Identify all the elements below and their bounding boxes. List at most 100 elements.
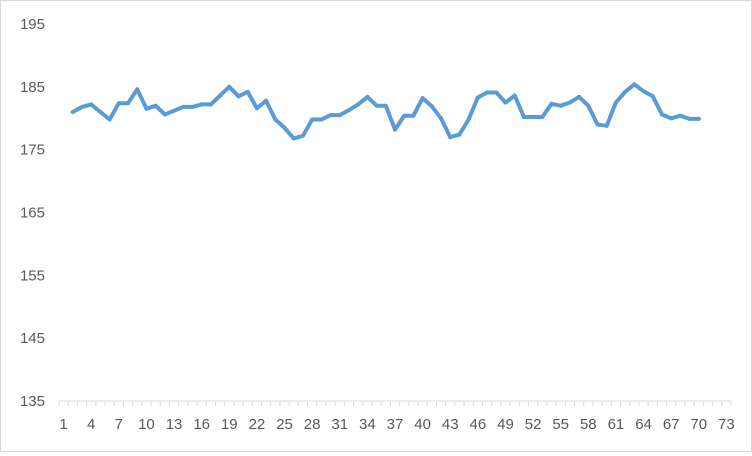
x-tick-label-13: 40: [414, 416, 431, 433]
series-line-0: [70, 82, 701, 141]
x-tick-label-20: 61: [608, 416, 625, 433]
data-point-0-18: [236, 94, 241, 99]
data-point-0-47: [503, 100, 508, 105]
data-point-0-34: [383, 103, 388, 108]
x-tick-label-7: 22: [249, 416, 266, 433]
data-point-0-17: [227, 84, 232, 89]
data-point-0-37: [411, 113, 416, 118]
y-tick-label-3: 165: [20, 205, 45, 222]
data-point-0-4: [107, 117, 112, 122]
x-tick-label-19: 58: [580, 416, 597, 433]
data-point-0-46: [494, 90, 499, 95]
data-point-0-49: [521, 115, 526, 119]
data-point-0-26: [310, 117, 315, 122]
y-tick-label-6: 195: [20, 16, 45, 33]
data-point-0-24: [291, 136, 296, 141]
data-point-0-52: [549, 101, 554, 106]
data-point-0-38: [420, 96, 425, 101]
data-point-0-39: [429, 104, 434, 109]
data-point-0-43: [466, 117, 471, 122]
x-tick-label-21: 64: [635, 416, 652, 433]
data-point-0-0: [70, 110, 75, 114]
x-axis: [58, 400, 732, 406]
data-point-0-59: [613, 100, 618, 105]
x-tick-label-5: 16: [193, 416, 210, 433]
x-tick-label-8: 25: [276, 416, 293, 433]
x-tick-label-6: 19: [221, 416, 238, 433]
data-point-0-51: [540, 115, 545, 119]
x-tick-label-23: 70: [690, 416, 707, 433]
data-point-0-53: [558, 103, 563, 108]
data-point-0-5: [116, 101, 121, 106]
data-point-0-45: [485, 90, 490, 95]
data-point-0-48: [512, 93, 517, 98]
data-point-0-31: [356, 102, 361, 107]
data-point-0-60: [623, 89, 628, 94]
y-tick-label-2: 155: [20, 267, 45, 284]
x-tick-label-2: 7: [115, 416, 123, 433]
data-point-0-55: [577, 94, 582, 99]
data-point-0-15: [208, 102, 213, 107]
x-tick-label-11: 34: [359, 416, 376, 433]
y-tick-label-0: 135: [20, 393, 45, 410]
x-tick-label-10: 31: [331, 416, 348, 433]
series-layer: [70, 82, 701, 141]
y-tick-label-5: 185: [20, 79, 45, 96]
x-tick-label-22: 67: [663, 416, 680, 433]
x-tick-label-17: 52: [525, 416, 542, 433]
data-point-0-36: [402, 113, 407, 118]
data-point-0-65: [669, 116, 674, 121]
y-tick-label-4: 175: [20, 142, 45, 159]
x-tick-label-9: 28: [304, 416, 321, 433]
data-point-0-19: [245, 89, 250, 94]
data-point-0-25: [300, 133, 305, 138]
x-tick-label-3: 10: [138, 416, 155, 433]
data-point-0-27: [319, 117, 324, 122]
data-point-0-30: [347, 108, 351, 113]
data-point-0-41: [448, 135, 453, 140]
data-point-0-67: [687, 116, 692, 121]
data-point-0-35: [393, 127, 397, 132]
data-point-0-61: [632, 82, 637, 87]
x-tick-label-1: 4: [87, 416, 95, 433]
data-point-0-12: [181, 104, 186, 109]
data-point-0-54: [567, 100, 572, 105]
data-point-0-56: [586, 103, 591, 108]
data-point-0-63: [650, 94, 655, 99]
data-point-0-20: [254, 106, 259, 111]
data-point-0-62: [641, 89, 646, 94]
data-point-0-6: [126, 101, 130, 106]
data-point-0-9: [153, 103, 158, 108]
data-point-0-10: [162, 112, 167, 117]
data-point-0-23: [282, 125, 287, 130]
data-point-0-68: [696, 116, 701, 121]
x-tick-label-16: 49: [497, 416, 514, 433]
x-tick-label-14: 43: [442, 416, 459, 433]
data-point-0-16: [218, 93, 223, 98]
x-tick-label-15: 46: [470, 416, 487, 433]
x-tick-label-18: 55: [552, 416, 569, 433]
data-point-0-21: [264, 98, 269, 103]
data-point-0-11: [172, 108, 177, 113]
data-point-0-50: [531, 115, 536, 119]
data-point-0-8: [144, 106, 149, 111]
data-point-0-57: [595, 122, 600, 127]
data-point-0-33: [374, 103, 379, 108]
data-point-0-40: [439, 116, 443, 121]
data-point-0-3: [98, 110, 103, 114]
data-point-0-2: [89, 102, 94, 107]
data-point-0-58: [604, 123, 609, 128]
x-tick-label-4: 13: [166, 416, 183, 433]
x-tick-label-0: 1: [59, 416, 67, 433]
x-tick-label-24: 73: [718, 416, 735, 433]
y-tick-label-1: 145: [20, 330, 45, 347]
data-point-0-66: [678, 113, 683, 118]
data-point-0-29: [337, 113, 342, 118]
data-point-0-13: [190, 104, 195, 109]
data-point-0-7: [135, 87, 140, 92]
data-point-0-42: [457, 132, 462, 137]
data-point-0-1: [80, 104, 84, 109]
data-point-0-64: [660, 112, 664, 117]
